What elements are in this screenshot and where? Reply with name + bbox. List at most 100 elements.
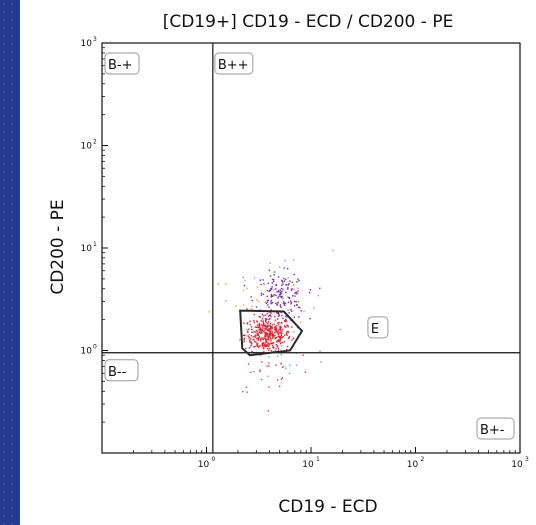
data-point <box>275 285 278 287</box>
data-point <box>288 312 290 314</box>
data-point <box>277 312 280 314</box>
data-point <box>256 286 259 288</box>
data-point <box>284 326 286 328</box>
data-point <box>260 320 262 322</box>
data-point <box>242 390 244 393</box>
data-point <box>243 334 245 336</box>
data-point <box>275 364 277 366</box>
polygon-gate-label: E <box>367 316 389 339</box>
data-point <box>298 306 301 309</box>
data-point <box>268 362 270 364</box>
data-point <box>260 294 263 296</box>
data-point <box>287 284 289 286</box>
data-point <box>281 336 283 338</box>
data-point <box>260 337 262 339</box>
data-point <box>247 322 249 324</box>
data-point <box>283 341 286 343</box>
data-point <box>250 341 252 343</box>
gate-label-text: B-+ <box>108 58 133 73</box>
data-point <box>287 277 289 279</box>
data-point <box>284 259 286 262</box>
data-point <box>284 315 287 317</box>
data-point <box>283 304 286 307</box>
data-point <box>256 334 259 336</box>
data-point <box>252 336 254 338</box>
data-point <box>248 333 250 336</box>
data-point <box>293 273 295 276</box>
data-point <box>270 338 272 340</box>
data-point <box>256 326 258 328</box>
data-point <box>263 327 265 329</box>
data-point <box>267 322 269 325</box>
data-point <box>256 334 259 337</box>
data-point <box>271 331 274 333</box>
data-point <box>278 322 280 324</box>
data-point <box>282 317 284 320</box>
x-tick-exponent: 0 <box>212 456 216 463</box>
data-point <box>265 345 267 347</box>
data-point <box>255 337 258 340</box>
data-point <box>256 299 258 301</box>
data-point <box>259 369 261 371</box>
scatter-chart: [CD19+] CD19 - ECD / CD200 - PE CD19 - E… <box>48 12 529 517</box>
data-point <box>269 314 271 316</box>
data-point <box>287 337 290 340</box>
data-point <box>266 313 268 315</box>
data-point <box>243 284 246 287</box>
data-point <box>281 330 283 332</box>
data-point <box>279 266 281 268</box>
data-point <box>280 353 283 356</box>
data-point <box>268 327 271 330</box>
data-point <box>276 291 278 293</box>
data-point <box>281 287 283 290</box>
data-point <box>290 303 292 305</box>
data-point <box>280 378 283 380</box>
data-point <box>281 366 284 368</box>
data-point <box>263 348 265 350</box>
data-point <box>266 295 268 297</box>
data-point <box>271 286 273 288</box>
data-point <box>289 300 292 302</box>
y-tick-label: 10 <box>81 244 93 254</box>
data-point <box>266 290 268 292</box>
data-point <box>288 337 290 339</box>
data-point <box>239 339 241 341</box>
data-point <box>262 322 265 324</box>
data-point <box>278 332 281 334</box>
data-point <box>256 321 259 323</box>
data-point <box>278 294 281 296</box>
data-point <box>283 320 286 322</box>
data-point <box>269 314 272 316</box>
data-point <box>262 315 265 317</box>
data-point <box>269 328 271 331</box>
data-point <box>270 302 272 305</box>
data-point <box>261 328 264 330</box>
data-point <box>278 339 280 341</box>
x-tick-exponent: 2 <box>421 456 425 463</box>
data-point <box>247 330 249 332</box>
data-point <box>287 268 289 270</box>
gate-label-box <box>104 359 139 382</box>
data-point <box>280 334 282 337</box>
data-point <box>262 344 264 346</box>
data-point <box>277 330 280 332</box>
data-point <box>275 348 277 350</box>
data-point <box>260 331 262 333</box>
data-point <box>287 288 289 290</box>
data-point <box>250 307 252 310</box>
data-point <box>260 324 263 326</box>
data-point <box>287 309 289 311</box>
chart-title: [CD19+] CD19 - ECD / CD200 - PE <box>163 12 454 32</box>
data-point <box>276 332 278 334</box>
data-point <box>249 346 251 349</box>
data-point <box>284 302 286 304</box>
polygon-gate-group <box>239 309 304 357</box>
data-point <box>263 351 265 353</box>
data-point <box>288 297 291 299</box>
data-point <box>285 284 288 286</box>
data-point <box>281 322 283 324</box>
data-point <box>266 329 269 332</box>
data-point <box>281 279 283 282</box>
data-point <box>273 271 275 273</box>
